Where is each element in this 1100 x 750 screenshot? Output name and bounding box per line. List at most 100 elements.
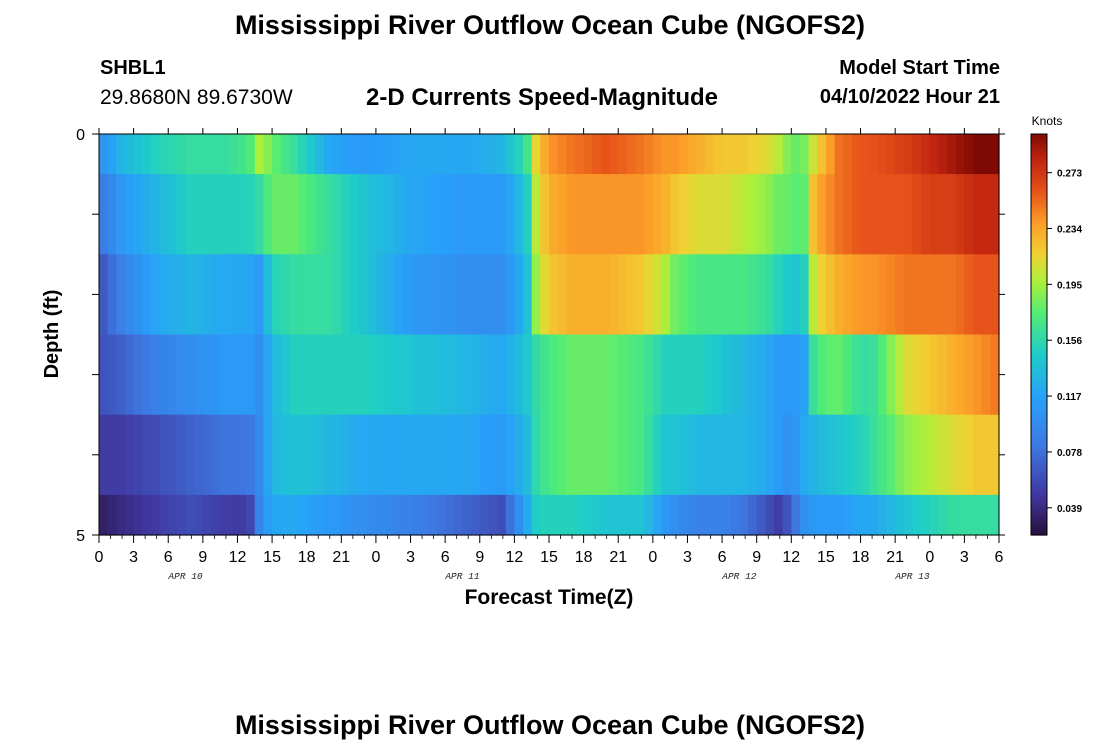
colorbar-segment	[1031, 367, 1047, 372]
colorbar-segment	[1031, 344, 1047, 349]
colorbar-segment	[1031, 501, 1047, 506]
heat-cell-layer1-col95	[921, 174, 931, 255]
heat-cell-layer1-col67	[678, 174, 689, 255]
heat-cell-layer4-col37	[419, 414, 429, 496]
page-title: Mississippi River Outflow Ocean Cube (NG…	[234, 10, 866, 40]
heat-cell-layer2-col22	[289, 254, 299, 336]
heat-cell-layer0-col2	[116, 134, 126, 175]
heat-cell-layer4-col4	[133, 414, 143, 496]
heat-cell-layer0-col25	[315, 134, 325, 175]
heat-cell-layer1-col22	[289, 174, 299, 255]
heat-cell-layer5-col49	[523, 494, 533, 536]
heat-cell-layer0-col73	[730, 134, 740, 175]
heat-cell-layer5-col72	[722, 494, 732, 536]
heat-cell-layer1-col43	[471, 174, 481, 255]
heat-cell-layer4-col56	[583, 414, 593, 496]
heat-cell-layer0-col47	[505, 134, 515, 175]
heat-cell-layer5-col90	[877, 494, 888, 536]
heat-cell-layer2-col91	[886, 254, 896, 336]
heat-cell-layer4-col91	[886, 414, 896, 496]
heat-cell-layer0-col37	[419, 134, 429, 175]
heat-cell-layer4-col84	[825, 414, 836, 496]
heat-cell-layer3-col6	[150, 334, 161, 416]
heat-cell-layer5-col31	[367, 494, 377, 536]
colorbar-segment	[1031, 351, 1047, 356]
heat-cell-layer5-col69	[696, 494, 706, 536]
heat-cell-layer3-col36	[410, 334, 420, 416]
heat-cell-layer5-col3	[124, 494, 135, 536]
heat-cell-layer5-col82	[808, 494, 818, 536]
heat-cell-layer0-col32	[375, 134, 386, 175]
colorbar-segment	[1031, 468, 1047, 473]
heat-cell-layer5-col54	[566, 494, 576, 536]
heat-cell-layer5-col53	[557, 494, 567, 536]
heat-cell-layer4-col1	[107, 414, 117, 496]
heat-cell-layer2-col53	[557, 254, 567, 336]
colorbar-segment	[1031, 438, 1047, 443]
colorbar-segment	[1031, 434, 1047, 439]
heat-cell-layer4-col95	[921, 414, 931, 496]
heat-cell-layer2-col16	[237, 254, 247, 336]
heat-cell-layer1-col2	[116, 174, 126, 255]
heat-cell-layer1-col69	[696, 174, 706, 255]
heat-cell-layer1-col93	[903, 174, 914, 255]
heat-cell-layer4-col39	[436, 414, 446, 496]
heat-cell-layer3-col89	[869, 334, 879, 416]
heat-cell-layer2-col76	[756, 254, 766, 336]
heat-cell-layer5-col40	[445, 494, 455, 536]
heat-cell-layer4-col81	[799, 414, 810, 496]
heat-cell-layer5-col24	[306, 494, 316, 536]
heat-cell-layer1-col79	[782, 174, 792, 255]
heat-cell-layer0-col93	[903, 134, 914, 175]
heat-cell-layer4-col65	[661, 414, 671, 496]
heat-cell-layer2-col52	[549, 254, 559, 336]
heat-cell-layer2-col11	[194, 254, 204, 336]
colorbar-segment	[1031, 174, 1047, 179]
heat-cell-layer4-col97	[938, 414, 948, 496]
heat-cell-layer2-col95	[921, 254, 931, 336]
heat-cell-layer1-col66	[670, 174, 680, 255]
colorbar-segment	[1031, 484, 1047, 489]
heat-cell-layer3-col51	[540, 334, 550, 416]
heat-cell-layer2-col103	[990, 254, 1000, 336]
heat-cell-layer0-col83	[817, 134, 827, 175]
heat-cell-layer3-col93	[903, 334, 914, 416]
heat-cell-layer0-col8	[168, 134, 178, 175]
page-title-repeat: Mississippi River Outflow Ocean Cube (NG…	[234, 710, 866, 740]
x-tick-label: 21	[332, 549, 350, 566]
heat-cell-layer5-col38	[427, 494, 438, 536]
colorbar-segment	[1031, 307, 1047, 312]
heat-cell-layer0-col27	[332, 134, 342, 175]
chart-subtitle: 2-D Currents Speed-Magnitude	[366, 84, 719, 111]
heat-cell-layer0-col56	[583, 134, 593, 175]
heat-cell-layer4-col62	[635, 414, 645, 496]
colorbar-segment	[1031, 184, 1047, 189]
heat-cell-layer5-col75	[748, 494, 758, 536]
colorbar-segment	[1031, 381, 1047, 386]
heat-cell-layer5-col6	[150, 494, 161, 536]
colorbar-segment	[1031, 240, 1047, 245]
heat-cell-layer4-col78	[774, 414, 784, 496]
heat-cell-layer3-col88	[860, 334, 870, 416]
colorbar-segment	[1031, 177, 1047, 182]
x-tick-label: 6	[441, 549, 450, 566]
heat-cell-layer0-col75	[748, 134, 758, 175]
heat-cell-layer0-col70	[704, 134, 715, 175]
heat-cell-layer3-col19	[263, 334, 273, 416]
heat-cell-layer4-col80	[791, 414, 801, 496]
colorbar-segment	[1031, 431, 1047, 436]
y-axis: 05	[76, 127, 1005, 545]
heat-cell-layer3-col31	[367, 334, 377, 416]
colorbar-segment	[1031, 411, 1047, 416]
heat-cell-layer3-col95	[921, 334, 931, 416]
heat-cell-layer1-col56	[583, 174, 593, 255]
heat-cell-layer4-col67	[678, 414, 689, 496]
heat-cell-layer0-col31	[367, 134, 377, 175]
heat-cell-layer3-col27	[332, 334, 342, 416]
heat-cell-layer1-col71	[713, 174, 723, 255]
heat-cell-layer3-col15	[228, 334, 239, 416]
colorbar-segment	[1031, 504, 1047, 509]
colorbar-segment	[1031, 271, 1047, 275]
heat-cell-layer5-col17	[246, 494, 256, 536]
heat-cell-layer3-col43	[471, 334, 481, 416]
